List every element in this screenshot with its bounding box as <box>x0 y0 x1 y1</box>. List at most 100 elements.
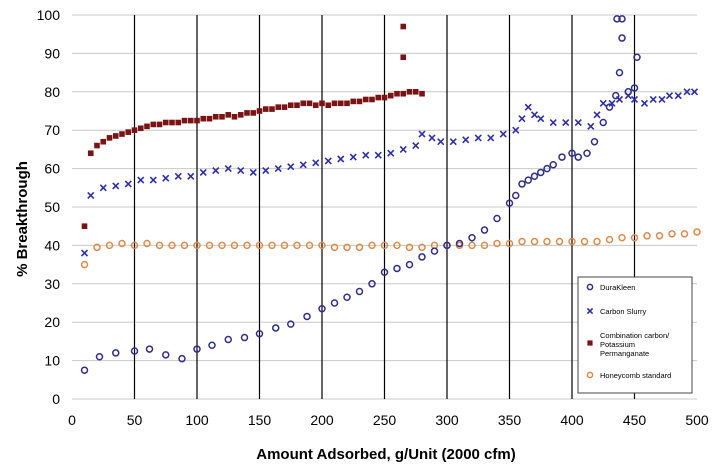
data-point <box>208 341 216 349</box>
data-point <box>380 268 389 277</box>
data-point <box>655 232 664 240</box>
data-point <box>362 96 369 103</box>
data-point <box>312 159 320 167</box>
data-point <box>240 333 249 342</box>
data-point <box>537 115 545 123</box>
data-point <box>280 241 289 250</box>
data-point <box>143 239 151 248</box>
data-point <box>331 100 338 107</box>
data-point <box>680 230 689 238</box>
data-point <box>150 121 157 128</box>
legend-box <box>577 276 693 394</box>
data-point <box>530 237 539 246</box>
data-point <box>119 131 125 137</box>
data-point <box>518 180 526 188</box>
data-point <box>593 111 601 119</box>
data-point <box>112 349 120 357</box>
data-point <box>549 161 557 169</box>
data-point <box>487 134 495 142</box>
data-point <box>105 241 114 250</box>
data-point <box>80 249 89 257</box>
data-point <box>574 153 582 161</box>
data-point <box>375 94 382 101</box>
x-tick-label: 500 <box>685 412 709 428</box>
data-point <box>194 117 200 124</box>
data-point <box>319 100 325 107</box>
x-tick-label: 250 <box>373 412 397 428</box>
data-point <box>630 95 639 104</box>
data-point <box>518 237 526 246</box>
data-point <box>237 112 244 118</box>
data-point <box>562 118 570 127</box>
data-point <box>218 241 226 250</box>
x-tick-label: 100 <box>185 412 209 428</box>
data-point <box>530 172 539 181</box>
data-point <box>219 113 225 120</box>
data-point <box>99 184 107 192</box>
data-point <box>272 324 280 332</box>
data-point <box>381 94 388 101</box>
data-point <box>412 141 420 150</box>
data-point <box>462 136 470 144</box>
data-point <box>306 100 313 107</box>
data-point <box>255 329 264 338</box>
data-point <box>608 99 616 107</box>
data-point <box>162 119 169 126</box>
data-point <box>693 228 701 236</box>
data-point <box>605 103 614 111</box>
data-point <box>224 165 232 173</box>
data-point <box>512 191 520 200</box>
data-point <box>505 239 514 248</box>
data-point <box>303 312 311 321</box>
data-point <box>599 99 607 107</box>
data-point <box>405 260 414 269</box>
data-point <box>369 96 375 103</box>
legend-label: Honeycomb standard <box>600 371 671 380</box>
data-point <box>418 130 426 138</box>
data-point <box>505 199 514 207</box>
data-point <box>130 347 139 355</box>
legend-marker <box>587 340 593 346</box>
data-point <box>94 142 100 149</box>
y-tick-label: 80 <box>44 84 60 100</box>
data-point <box>618 233 626 242</box>
data-point <box>156 121 163 128</box>
data-point <box>362 151 370 159</box>
legend-label: Carbon Slurry <box>600 307 647 316</box>
data-point <box>249 168 257 177</box>
data-point <box>674 92 682 100</box>
data-point <box>231 113 238 120</box>
data-point <box>118 239 126 248</box>
data-point <box>418 253 426 261</box>
y-tick-label: 20 <box>44 314 60 330</box>
data-point <box>343 293 351 301</box>
data-point <box>162 174 170 182</box>
data-point <box>368 241 376 250</box>
y-tick-label: 100 <box>37 7 61 23</box>
data-point <box>130 241 139 250</box>
data-point <box>181 117 188 124</box>
data-point <box>230 241 239 250</box>
data-point <box>318 241 326 250</box>
x-tick-label: 50 <box>127 412 143 428</box>
data-point <box>437 138 445 146</box>
data-point <box>169 119 175 126</box>
data-point <box>593 237 601 246</box>
data-point <box>162 351 170 359</box>
data-point <box>255 241 264 250</box>
data-point <box>262 106 269 112</box>
y-tick-label: 60 <box>44 161 60 177</box>
data-point <box>87 150 94 157</box>
data-point <box>212 166 220 175</box>
data-point <box>537 168 545 177</box>
data-point <box>480 226 489 234</box>
data-point <box>405 243 414 252</box>
data-point <box>193 345 201 353</box>
data-point <box>419 90 425 97</box>
data-point <box>149 176 157 184</box>
data-point <box>399 145 407 153</box>
data-point <box>658 95 666 104</box>
data-point <box>275 104 282 110</box>
data-point <box>80 260 89 269</box>
data-point <box>112 133 119 139</box>
